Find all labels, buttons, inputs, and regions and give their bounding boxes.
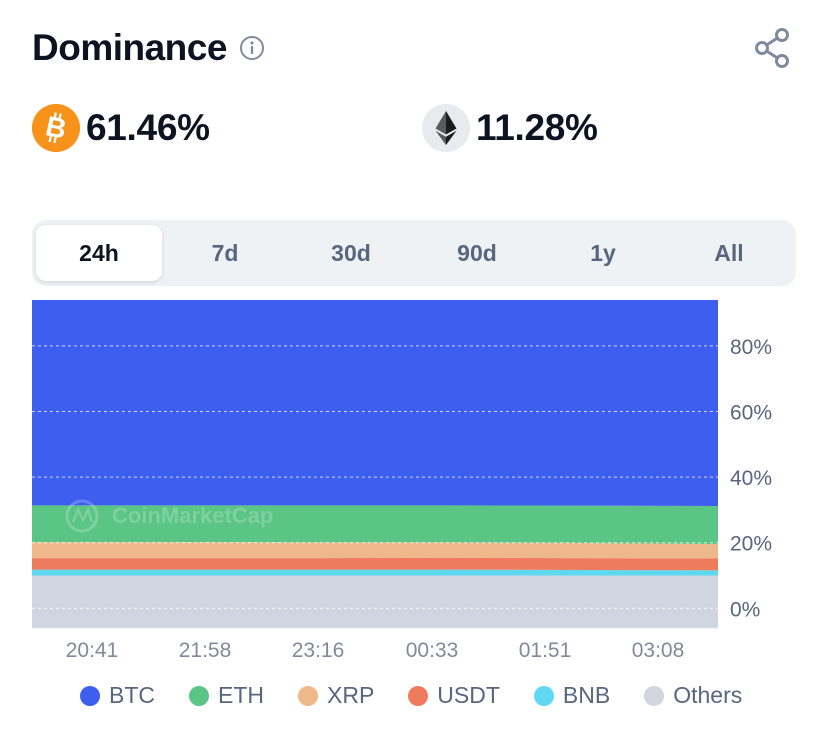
tab-24h[interactable]: 24h <box>36 225 162 281</box>
legend-dot-others <box>644 685 665 706</box>
legend-label-eth: ETH <box>218 682 264 708</box>
legend-item-bnb[interactable]: BNB <box>533 682 611 709</box>
legend-dot-usdt <box>408 685 429 706</box>
title-row: Dominance <box>32 22 265 74</box>
legend-item-eth[interactable]: ETH <box>189 682 264 709</box>
x-tick-label: 23:16 <box>292 639 345 662</box>
btc-dominance-value: 61.46% <box>86 107 210 148</box>
legend-dot-xrp <box>298 685 318 706</box>
x-tick-label: 20:41 <box>66 639 119 662</box>
area-series-eth <box>32 505 718 545</box>
y-tick-label: 0% <box>730 598 760 621</box>
y-tick-label: 20% <box>730 533 772 556</box>
x-tick-label: 03:08 <box>632 639 685 662</box>
share-icon[interactable] <box>752 26 792 70</box>
dominance-chart: CoinMarketCap 80% 60% 40% 20% 0% 20:41 21:58 2… <box>32 300 772 662</box>
legend-dot-eth <box>189 685 209 706</box>
y-tick-label: 60% <box>730 402 772 425</box>
chart-legend: BTC ETH XRP USDT BNB Others <box>80 682 776 709</box>
eth-dominance-stat: 11.28% <box>422 104 598 152</box>
x-tick-label: 01:51 <box>519 639 572 662</box>
tab-all[interactable]: All <box>714 239 744 266</box>
area-series-btc <box>32 300 718 506</box>
coinmarketcap-logo <box>65 499 99 533</box>
ethereum-icon <box>422 104 470 152</box>
timeframe-tabs: 24h 7d 30d 90d 1y All <box>32 220 796 286</box>
legend-label-bnb: BNB <box>562 682 611 708</box>
x-tick-label: 00:33 <box>406 639 459 662</box>
tab-1y[interactable]: 1y <box>590 239 616 266</box>
eth-dominance-value: 11.28% <box>476 107 598 148</box>
legend-item-xrp[interactable]: XRP <box>298 682 374 709</box>
area-series-others <box>32 575 718 628</box>
info-icon[interactable] <box>239 35 265 61</box>
y-tick-label: 80% <box>730 336 772 359</box>
legend-item-usdt[interactable]: USDT <box>408 682 500 709</box>
legend-item-others[interactable]: Others <box>644 682 742 709</box>
legend-dot-bnb <box>533 685 554 706</box>
legend-label-others: Others <box>673 682 743 708</box>
tab-30d[interactable]: 30d <box>331 239 371 266</box>
legend-label-usdt: USDT <box>437 682 500 708</box>
area-series-xrp <box>32 542 718 559</box>
area-series-usdt <box>32 557 718 571</box>
y-tick-label: 40% <box>730 467 772 490</box>
tab-90d[interactable]: 90d <box>457 239 497 266</box>
bitcoin-icon: B <box>32 104 80 152</box>
legend-dot-btc <box>80 685 100 706</box>
page-title: Dominance <box>32 27 227 68</box>
area-series-bnb <box>32 569 718 576</box>
x-tick-label: 21:58 <box>179 639 232 662</box>
tab-7d[interactable]: 7d <box>211 239 239 266</box>
legend-item-btc[interactable]: BTC <box>80 682 155 709</box>
chart-watermark: CoinMarketCap <box>112 503 273 528</box>
legend-label-xrp: XRP <box>327 682 375 708</box>
btc-dominance-stat: B 61.46% <box>32 104 210 152</box>
legend-label-btc: BTC <box>109 682 155 708</box>
